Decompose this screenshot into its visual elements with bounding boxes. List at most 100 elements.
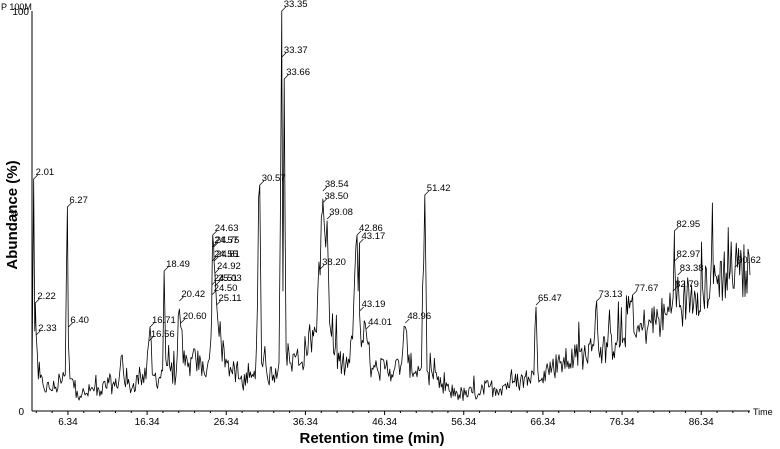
peak-label: 24.63 — [215, 223, 239, 234]
peak-leader — [677, 270, 683, 276]
peak-leader — [326, 214, 332, 220]
y-tick-label-100: 100 — [12, 7, 29, 18]
x-ticks — [35, 411, 750, 415]
peak-label: 2.22 — [37, 291, 56, 302]
peak-leader — [35, 330, 41, 336]
peak-label: 2.33 — [38, 323, 57, 334]
peak-leader — [212, 230, 217, 236]
y-axis-title: Abundance (%) — [4, 160, 21, 269]
peak-leader — [322, 198, 327, 204]
peak-leader — [149, 322, 155, 328]
peak-label: 38.50 — [325, 191, 349, 202]
peak-leader — [535, 300, 541, 306]
peak-leader — [281, 6, 287, 12]
peak-label: 24.75 — [216, 235, 240, 246]
peak-leader — [148, 336, 154, 342]
peak-label: 16.56 — [151, 329, 175, 340]
peak-label: 82.97 — [677, 249, 701, 260]
x-axis-title: Retention time (min) — [300, 430, 445, 447]
peak-leader — [213, 256, 219, 262]
peak-label: 20.60 — [183, 311, 207, 322]
peak-leader — [211, 256, 217, 262]
peak-label: 90.62 — [737, 255, 761, 266]
peak-leader — [359, 306, 364, 312]
x-tick-label: 86.34 — [689, 417, 714, 428]
peak-label: 6.27 — [69, 195, 88, 206]
x-tick-label: 76.34 — [610, 417, 635, 428]
peak-label: 24.50 — [214, 283, 238, 294]
peak-leader — [33, 174, 38, 180]
peak-leader — [35, 298, 40, 304]
peak-label: 24.92 — [217, 261, 241, 272]
peak-leader — [213, 242, 218, 248]
corner-label: P 100M — [1, 2, 32, 12]
peak-label: 44.01 — [368, 317, 392, 328]
peak-leader — [365, 324, 371, 330]
y-mid-tag: % — [10, 208, 18, 218]
peak-leader — [734, 262, 740, 268]
peak-labels: 2.01 2.22 2.33 6.27 6.40 16.71 16.56 18.49 20.42… — [33, 0, 761, 342]
x-tick-labels: 6.34 16.34 26.34 36.34 46.34 56.34 66.34 76.34 8… — [58, 417, 714, 428]
peak-label: 2.01 — [36, 167, 55, 178]
peak-leader — [212, 242, 217, 248]
peak-label: 24.51 — [214, 273, 238, 284]
peak-label: 24.81 — [216, 249, 240, 260]
x-axis-tag: Time — [753, 407, 773, 417]
peak-label: 43.19 — [362, 299, 386, 310]
peak-leader — [211, 290, 216, 296]
x-tick-label: 56.34 — [451, 417, 476, 428]
peak-leader — [216, 300, 221, 306]
peak-label: 43.17 — [361, 231, 385, 242]
peak-label: 24.55 — [214, 249, 238, 260]
peak-label: 33.37 — [284, 45, 308, 56]
peak-label: 25.03 — [218, 273, 242, 284]
peak-label: 38.54 — [325, 179, 349, 190]
peak-leader — [180, 318, 186, 324]
peak-leader — [359, 238, 364, 244]
peak-leader — [68, 322, 73, 328]
x-tick-label: 6.34 — [58, 417, 78, 428]
peak-label: 82.95 — [676, 219, 700, 230]
peak-leader — [163, 266, 169, 272]
x-tick-label: 66.34 — [530, 417, 555, 428]
peak-label: 73.13 — [599, 289, 623, 300]
peak-label: 24.57 — [214, 235, 238, 246]
y-tick-label-0: 0 — [18, 407, 24, 418]
peak-leader — [322, 186, 328, 192]
peak-leader — [672, 286, 678, 292]
x-tick-label: 26.34 — [214, 417, 239, 428]
peak-leader — [319, 264, 325, 270]
peak-leader — [674, 226, 679, 232]
peak-label: 38.20 — [322, 257, 346, 268]
peak-leader — [424, 190, 430, 196]
peak-label: 33.66 — [286, 67, 310, 78]
peak-leader — [405, 318, 410, 324]
peak-leader — [211, 280, 217, 286]
peak-label: 6.40 — [70, 315, 89, 326]
peak-leader — [356, 230, 362, 236]
peak-label: 83.38 — [680, 263, 704, 274]
peak-leader — [596, 296, 601, 302]
peak-leader — [214, 268, 220, 274]
chromatogram-trace — [31, 10, 751, 401]
peak-leader — [215, 280, 221, 286]
peak-leader — [674, 256, 679, 262]
peak-leader — [179, 296, 184, 302]
peak-label: 42.86 — [359, 223, 383, 234]
peak-label: 33.35 — [284, 0, 308, 10]
peak-label: 82.79 — [675, 279, 699, 290]
x-tick-label: 46.34 — [372, 417, 397, 428]
peak-label: 25.11 — [219, 293, 242, 304]
peak-label: 65.47 — [538, 293, 562, 304]
peak-label: 16.71 — [152, 315, 176, 326]
peak-label: 30.57 — [262, 173, 286, 184]
peak-leader — [259, 180, 264, 186]
x-tick-label: 16.34 — [135, 417, 160, 428]
peak-label: 48.96 — [407, 311, 431, 322]
peak-label: 18.49 — [166, 259, 190, 270]
peak-leader — [281, 52, 287, 58]
peak-leader — [283, 74, 289, 80]
peak-leader — [67, 202, 72, 208]
peak-label: 77.67 — [635, 283, 659, 294]
